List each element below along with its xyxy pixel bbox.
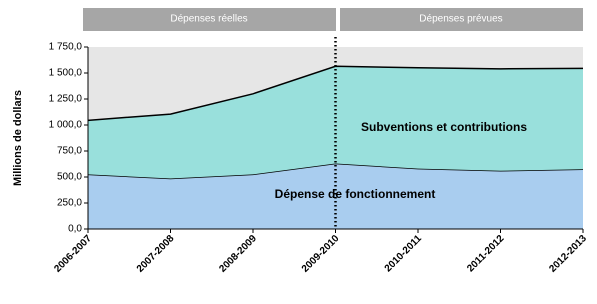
- y-tick-label: 750,0: [57, 146, 82, 157]
- y-tick-label: 1 000,0: [49, 120, 83, 131]
- series-label: Subventions et contributions: [361, 120, 527, 134]
- y-tick-label: 500,0: [57, 172, 82, 183]
- header-bar: [83, 8, 336, 31]
- y-tick-label: 250,0: [57, 198, 82, 209]
- y-axis-title: Millions de dollars: [12, 90, 24, 186]
- y-tick-label: 1 750,0: [49, 42, 83, 53]
- x-tick-label: 2006-2007: [52, 233, 94, 275]
- header-label: Dépenses réelles: [170, 14, 247, 25]
- x-tick-label: 2009-2010: [300, 233, 342, 275]
- x-tick-label: 2012-2013: [547, 233, 589, 275]
- header-bar: [340, 8, 583, 31]
- y-tick-label: 1 250,0: [49, 94, 83, 105]
- x-tick-label: 2011-2012: [465, 233, 507, 275]
- area: [88, 163, 583, 229]
- y-tick-label: 1 500,0: [49, 68, 83, 79]
- x-tick-label: 2008-2009: [217, 233, 259, 275]
- x-tick-label: 2010-2011: [383, 233, 425, 275]
- y-tick-label: 0,0: [68, 224, 82, 235]
- x-tick-label: 2007-2008: [135, 233, 177, 275]
- header-label: Dépenses prévues: [419, 14, 502, 25]
- series-label: Dépense de fonctionnement: [275, 187, 436, 201]
